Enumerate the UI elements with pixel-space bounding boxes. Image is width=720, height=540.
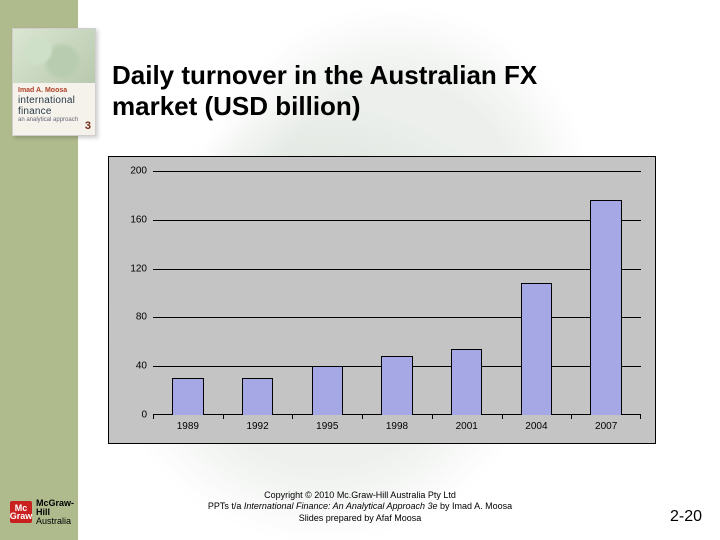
book-subtitle: an analytical approach xyxy=(18,117,90,124)
slide-title: Daily turnover in the Australian FX mark… xyxy=(112,60,672,121)
x-tick-label: 2004 xyxy=(525,421,547,432)
x-tick-mark xyxy=(571,415,572,419)
logo-text: McGraw-Hill Australia xyxy=(36,499,74,526)
bar-chart: 0 40 80 120 160 200 1989 1992 1995 1998 2001 2004 20… xyxy=(108,156,656,444)
book-cover-text: Imad A. Moosa international finance an a… xyxy=(13,83,95,127)
title-line2: market (USD billion) xyxy=(112,91,360,121)
y-tick-label: 160 xyxy=(117,214,147,225)
bar xyxy=(242,378,273,415)
x-tick-mark xyxy=(362,415,363,419)
y-tick-label: 120 xyxy=(117,263,147,274)
gridline xyxy=(153,220,641,221)
bar xyxy=(521,283,552,415)
ppt-line-prefix: PPTs t/a xyxy=(208,501,244,511)
title-line1: Daily turnover in the Australian FX xyxy=(112,60,537,90)
ppt-line-suffix: by Imad A. Moosa xyxy=(438,501,513,511)
bar xyxy=(451,349,482,415)
x-tick-mark xyxy=(640,415,641,419)
book-cover-image xyxy=(13,29,95,83)
logo-mark: Mc Graw xyxy=(10,501,32,523)
logo-text-top: McGraw-Hill xyxy=(36,498,74,517)
book-cover-thumbnail: Imad A. Moosa international finance an a… xyxy=(12,28,96,136)
x-tick-mark xyxy=(223,415,224,419)
bar xyxy=(381,356,412,415)
bar xyxy=(172,378,203,415)
gridline xyxy=(153,269,641,270)
y-tick-label: 80 xyxy=(117,312,147,323)
copyright-line: Copyright © 2010 Mc.Graw-Hill Australia … xyxy=(264,490,456,500)
x-tick-label: 1998 xyxy=(386,421,408,432)
slide-number: 2-20 xyxy=(670,508,702,526)
book-title: international finance xyxy=(18,95,90,117)
x-tick-mark xyxy=(432,415,433,419)
x-tick-label: 1995 xyxy=(316,421,338,432)
gridline xyxy=(153,171,641,172)
book-edition: 3 xyxy=(85,120,91,132)
x-tick-label: 1989 xyxy=(177,421,199,432)
x-tick-label: 2001 xyxy=(456,421,478,432)
footer-text: Copyright © 2010 Mc.Graw-Hill Australia … xyxy=(80,490,640,524)
y-tick-label: 0 xyxy=(117,410,147,421)
logo-mark-bottom: Graw xyxy=(10,512,33,520)
y-tick-label: 40 xyxy=(117,361,147,372)
bar xyxy=(590,200,621,415)
x-tick-mark xyxy=(153,415,154,419)
y-tick-label: 200 xyxy=(117,166,147,177)
chart-plot-area: 0408012016020019891992199519982001200420… xyxy=(153,171,641,415)
x-tick-mark xyxy=(502,415,503,419)
logo-text-bottom: Australia xyxy=(36,516,71,526)
gridline xyxy=(153,317,641,318)
footer: Copyright © 2010 Mc.Graw-Hill Australia … xyxy=(0,484,720,540)
slides-prepared-line: Slides prepared by Afaf Moosa xyxy=(299,513,422,523)
x-tick-label: 1992 xyxy=(246,421,268,432)
x-tick-mark xyxy=(292,415,293,419)
book-author: Imad A. Moosa xyxy=(18,87,90,95)
slide: Imad A. Moosa international finance an a… xyxy=(0,0,720,540)
bar xyxy=(312,366,343,415)
publisher-logo: Mc Graw McGraw-Hill Australia xyxy=(10,492,64,532)
ppt-line-title: International Finance: An Analytical App… xyxy=(244,501,438,511)
x-tick-label: 2007 xyxy=(595,421,617,432)
